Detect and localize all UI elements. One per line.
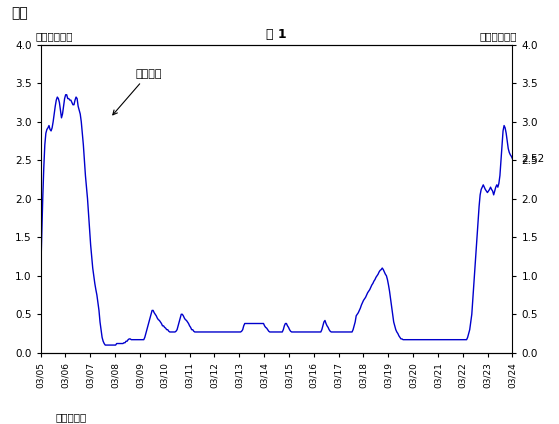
- Text: 附件: 附件: [11, 6, 28, 20]
- Text: 綜合利率: 綜合利率: [113, 69, 162, 115]
- Text: 2.52: 2.52: [521, 153, 544, 164]
- Text: 期末數字。: 期末數字。: [56, 412, 87, 422]
- Text: 年利率（厘）: 年利率（厘）: [36, 31, 73, 42]
- Text: 年利率（厘）: 年利率（厘）: [480, 31, 517, 42]
- Title: 圖 1: 圖 1: [266, 28, 287, 41]
